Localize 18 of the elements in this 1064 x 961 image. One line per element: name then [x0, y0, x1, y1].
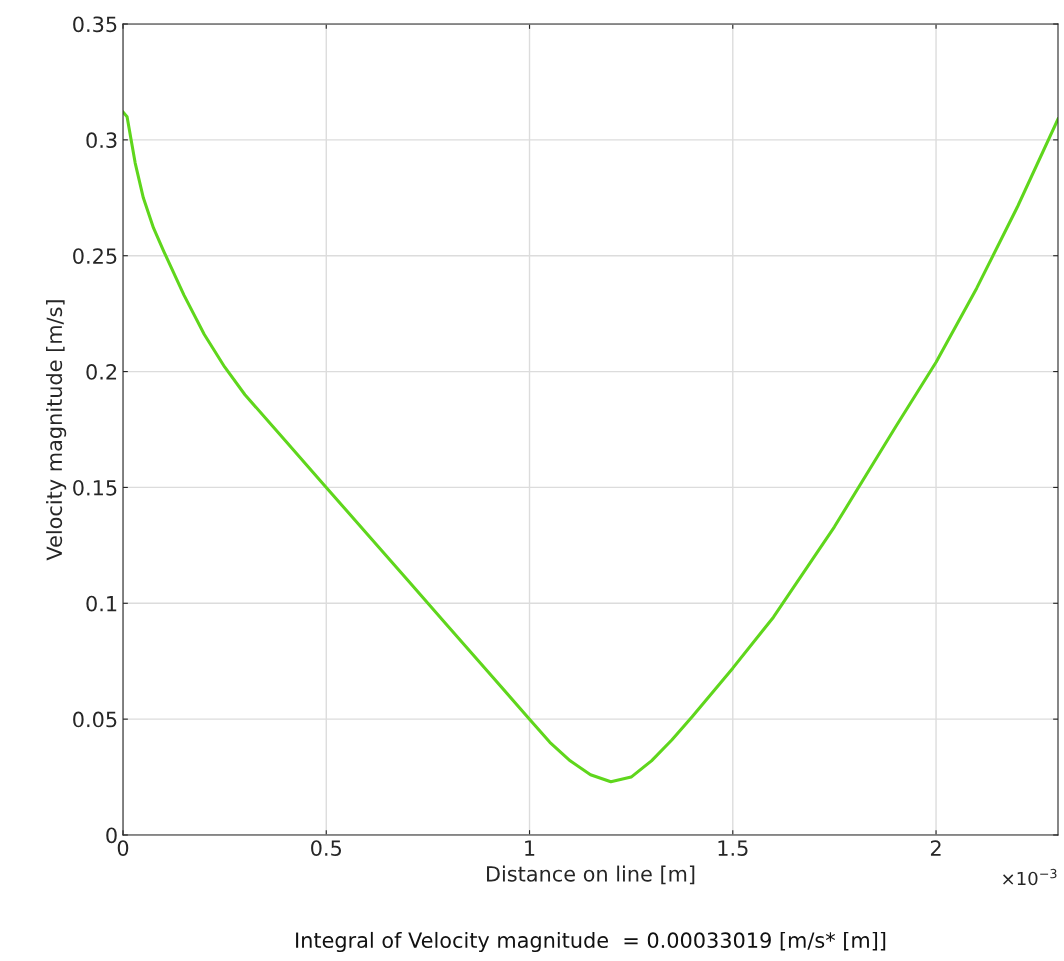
x-tick-label: 0: [117, 840, 129, 856]
x-tick-label: 0.5: [311, 840, 342, 856]
y-tick-label: 0.2: [86, 364, 117, 380]
y-tick-label: 0.05: [73, 711, 117, 728]
y-tick-label: 0: [106, 827, 117, 844]
y-tick-label: 0.15: [73, 479, 117, 496]
y-axis-title: Velocity magnitude [m/s]: [46, 300, 67, 561]
x-tick-label: 1.5: [718, 840, 748, 856]
x-tick-label: 1: [525, 840, 535, 856]
y-tick-label: 0.25: [73, 248, 117, 264]
text: Integral of Velocity magnitude = 0.00033019 [m/s* [m]]: [296, 931, 886, 953]
y-tick-label: 0.35: [73, 16, 117, 33]
y-tick-label: 0.3: [86, 132, 117, 149]
text: ×10$^{−3}$: [1003, 868, 1057, 886]
y-tick-label: 0.1: [86, 595, 117, 612]
line-series: [123, 110, 1058, 784]
x-axis-title: Distance on line [m]: [487, 865, 695, 885]
x-tick-label: 2: [930, 840, 941, 856]
